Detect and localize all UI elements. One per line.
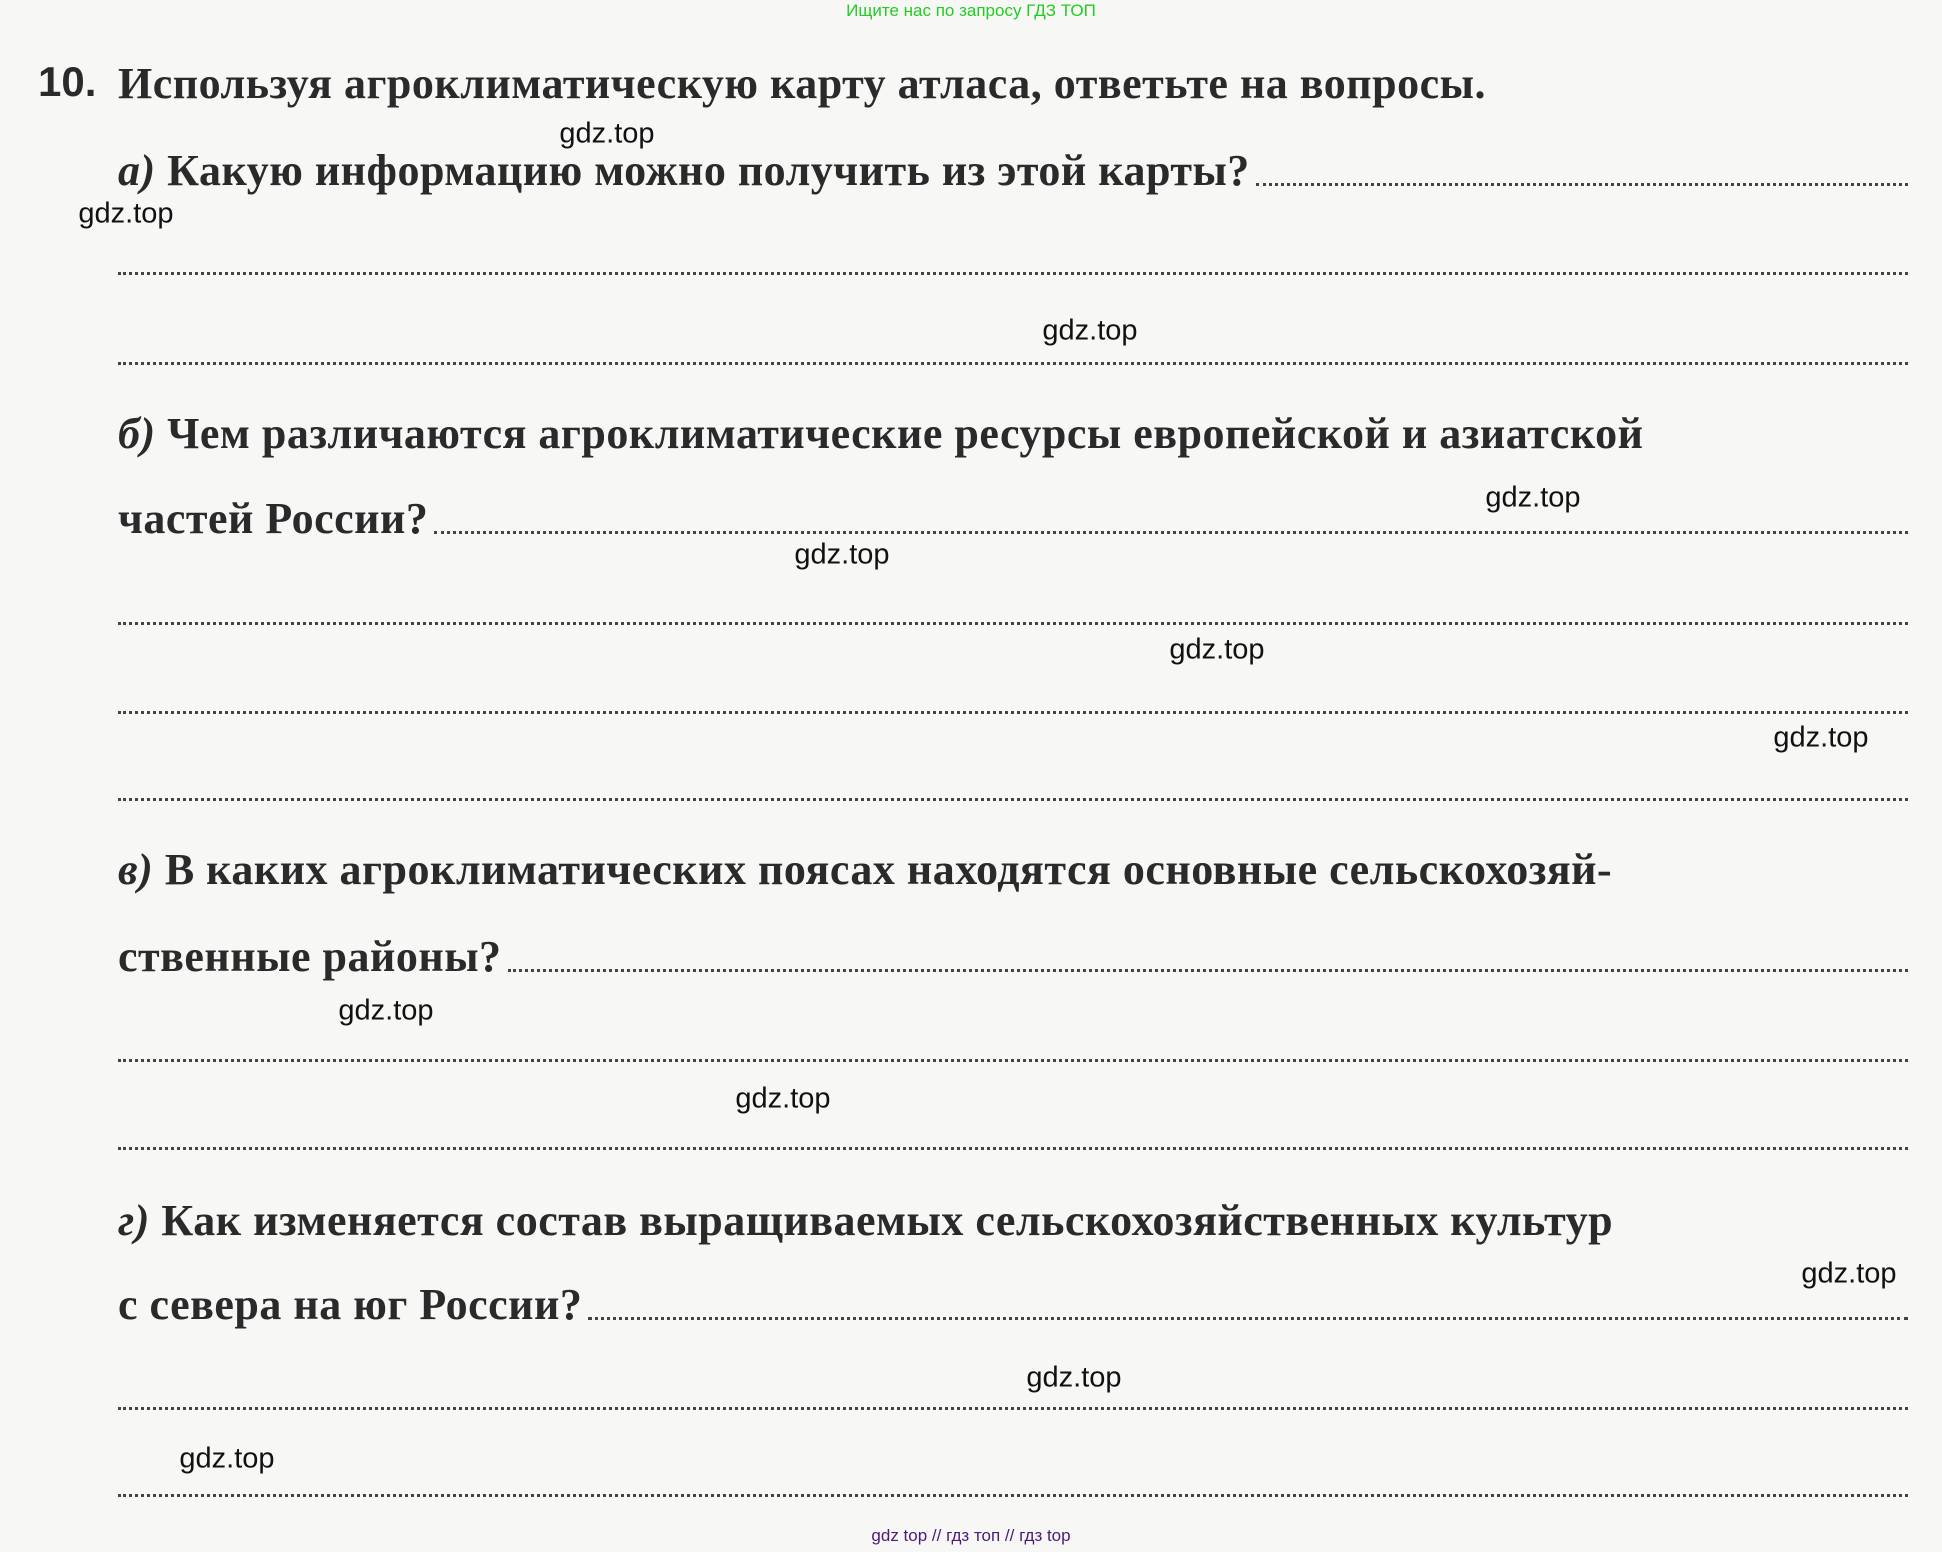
answer-line[interactable] [118,711,1908,714]
question-b: б) Чем различаются агроклиматические рес… [118,408,1908,459]
top-banner[interactable]: Ищите нас по запросу ГДЗ ТОП [846,1,1096,20]
question-text: Как изменяется состав выращиваемых сельс… [161,1196,1614,1245]
question-letter: г) [118,1196,150,1245]
answer-line[interactable] [118,1147,1908,1150]
answer-line[interactable] [118,1494,1908,1497]
task-number: 10. [38,58,97,105]
question-text: частей России? [118,494,429,543]
watermark: gdz.top [1169,633,1265,666]
question-text: с севера на юг России? [118,1280,583,1329]
watermark: gdz.top [1485,481,1581,514]
watermark: gdz.top [179,1442,275,1475]
answer-line[interactable] [1255,183,1908,186]
question-d-cont: с севера на юг России? [118,1279,1908,1330]
question-letter: в) [118,845,154,894]
watermark: gdz.top [1801,1257,1897,1290]
answer-line[interactable] [118,362,1908,365]
watermark: gdz.top [1042,314,1138,347]
footer[interactable]: gdz top // гдз топ // гдз top [871,1526,1071,1545]
question-letter: б) [118,409,156,458]
question-a: а) Какую информацию можно получить из эт… [118,145,1908,196]
question-text: Какую информацию можно получить из этой … [167,146,1250,195]
answer-line[interactable] [588,1317,1908,1320]
task-title: Используя агроклиматическую карту атласа… [118,59,1486,108]
answer-line[interactable] [118,798,1908,801]
question-letter: а) [118,146,156,195]
question-d: г) Как изменяется состав выращиваемых се… [118,1195,1908,1246]
watermark: gdz.top [1026,1361,1122,1394]
watermark: gdz.top [735,1082,831,1115]
watermark: gdz.top [78,197,174,230]
question-b-cont: частей России? [118,493,1908,544]
watermark: gdz.top [794,538,890,571]
question-c-cont: ственные районы? [118,931,1908,982]
answer-line[interactable] [118,1059,1908,1062]
answer-line[interactable] [118,272,1908,275]
answer-line[interactable] [118,622,1908,625]
answer-line[interactable] [507,969,1908,972]
watermark: gdz.top [559,117,655,150]
watermark: gdz.top [1773,721,1869,754]
answer-line[interactable] [434,531,1908,534]
answer-line[interactable] [118,1407,1908,1410]
question-text: Чем различаются агроклиматические ресурс… [167,409,1644,458]
watermark: gdz.top [338,994,434,1027]
question-c: в) В каких агроклиматических поясах нахо… [118,844,1908,895]
question-text: ственные районы? [118,932,502,981]
question-text: В каких агроклиматических поясах находят… [164,845,1613,894]
